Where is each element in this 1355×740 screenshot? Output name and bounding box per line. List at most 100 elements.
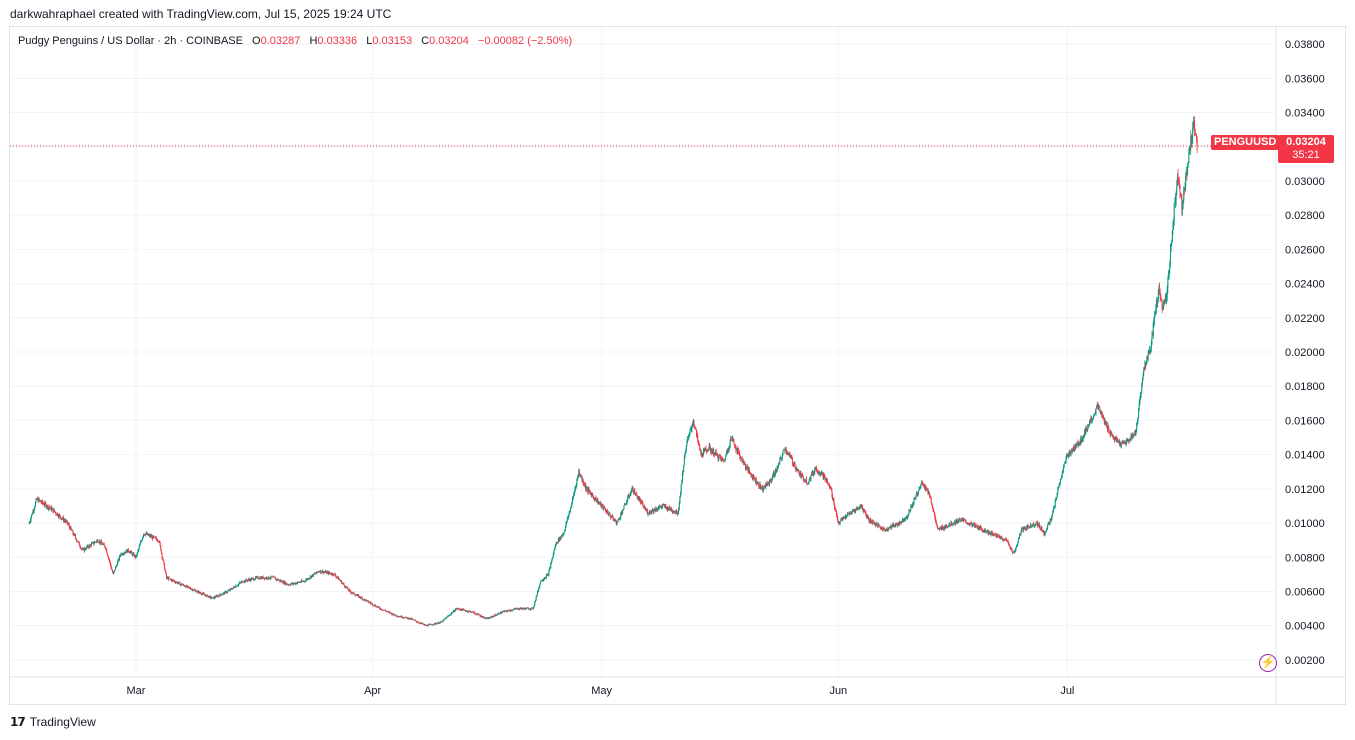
candle-body	[851, 511, 853, 512]
candle-body	[697, 434, 699, 441]
candle-body	[924, 484, 926, 488]
candle-body	[1089, 421, 1091, 422]
candle-body	[1174, 199, 1176, 202]
candle-body	[638, 498, 640, 501]
candle-body	[261, 577, 263, 579]
candle-body	[1050, 518, 1052, 520]
candle-body	[452, 611, 454, 614]
candle-body	[96, 540, 98, 543]
candle-body	[928, 492, 930, 495]
candle-body	[534, 601, 536, 605]
candle-body	[1118, 441, 1120, 442]
candle-body	[970, 522, 972, 525]
candle-body	[847, 513, 849, 515]
candle-body	[1045, 529, 1047, 532]
candle-body	[1008, 543, 1010, 546]
candle-body	[935, 521, 937, 524]
candle-body	[716, 453, 718, 458]
candle-body	[165, 571, 167, 574]
candle-body	[716, 453, 718, 455]
open-value: 0.03287	[260, 35, 301, 47]
candle-body	[529, 609, 531, 610]
candle-body	[575, 486, 577, 490]
candle-body	[650, 512, 652, 514]
candle-body	[758, 482, 760, 487]
candle-body	[946, 526, 948, 528]
candle-body	[839, 521, 841, 524]
candle-body	[693, 420, 695, 425]
candle-body	[613, 519, 615, 520]
candle-body	[73, 533, 75, 536]
candle-body	[571, 503, 573, 508]
candle-body	[801, 474, 803, 476]
candle-body	[730, 437, 732, 439]
candle-body	[1019, 535, 1021, 536]
candle-body	[422, 623, 424, 625]
candle-body	[778, 463, 780, 466]
candle-body	[369, 602, 371, 603]
candle-body	[660, 506, 662, 508]
candle-body	[1017, 542, 1019, 546]
candle-body	[434, 623, 436, 624]
candle-body	[897, 523, 899, 525]
candle-body	[875, 523, 877, 526]
candle-body	[967, 523, 969, 524]
candle-body	[442, 619, 444, 622]
candle-body	[42, 502, 44, 504]
candle-body	[309, 576, 311, 579]
candle-body	[868, 520, 870, 522]
candle-body	[914, 498, 916, 499]
candle-body	[1184, 187, 1186, 190]
candle-body	[368, 602, 370, 603]
candle-body	[302, 581, 304, 582]
candle-body	[735, 448, 737, 451]
candle-body	[1040, 527, 1042, 530]
candle-body	[1122, 442, 1124, 444]
candle-body	[814, 468, 816, 470]
candle-body	[536, 595, 538, 597]
candle-body	[317, 571, 319, 573]
candle-body	[1087, 427, 1089, 431]
lightning-icon[interactable]: ⚡	[1259, 654, 1277, 672]
candle-body	[631, 486, 633, 490]
candle-body	[507, 610, 509, 611]
candle-body	[1195, 135, 1197, 139]
candle-body	[244, 580, 246, 582]
candle-body	[496, 614, 498, 616]
candle-body	[963, 519, 965, 521]
candle-body	[459, 609, 461, 611]
candle-body	[354, 594, 356, 596]
candle-body	[94, 541, 96, 544]
candle-body	[289, 585, 291, 586]
candle-body	[1161, 299, 1163, 302]
candle-body	[998, 536, 1000, 537]
candle-body	[360, 597, 362, 599]
candle-body	[194, 590, 196, 591]
candle-body	[1098, 405, 1100, 410]
candle-body	[193, 589, 195, 591]
candle-body	[1135, 429, 1137, 434]
candle-body	[928, 492, 930, 496]
candle-body	[888, 527, 890, 530]
candle-body	[462, 609, 464, 611]
candle-body	[843, 517, 845, 519]
candle-body	[573, 491, 575, 495]
candle-body	[547, 574, 549, 575]
candle-body	[248, 579, 250, 580]
candle-body	[762, 486, 764, 491]
candle-body	[400, 616, 402, 618]
candle-body	[1136, 423, 1138, 430]
candle-body	[513, 609, 515, 610]
candle-body	[645, 510, 647, 511]
candle-body	[138, 549, 140, 551]
candle-body	[965, 520, 967, 522]
candle-body	[523, 607, 525, 609]
candle-body	[390, 612, 392, 614]
candle-body	[1167, 278, 1169, 288]
candle-body	[1040, 527, 1042, 530]
candle-body	[1169, 249, 1171, 264]
candle-body	[477, 613, 479, 615]
candle-body	[204, 594, 206, 596]
candle-body	[520, 607, 522, 609]
